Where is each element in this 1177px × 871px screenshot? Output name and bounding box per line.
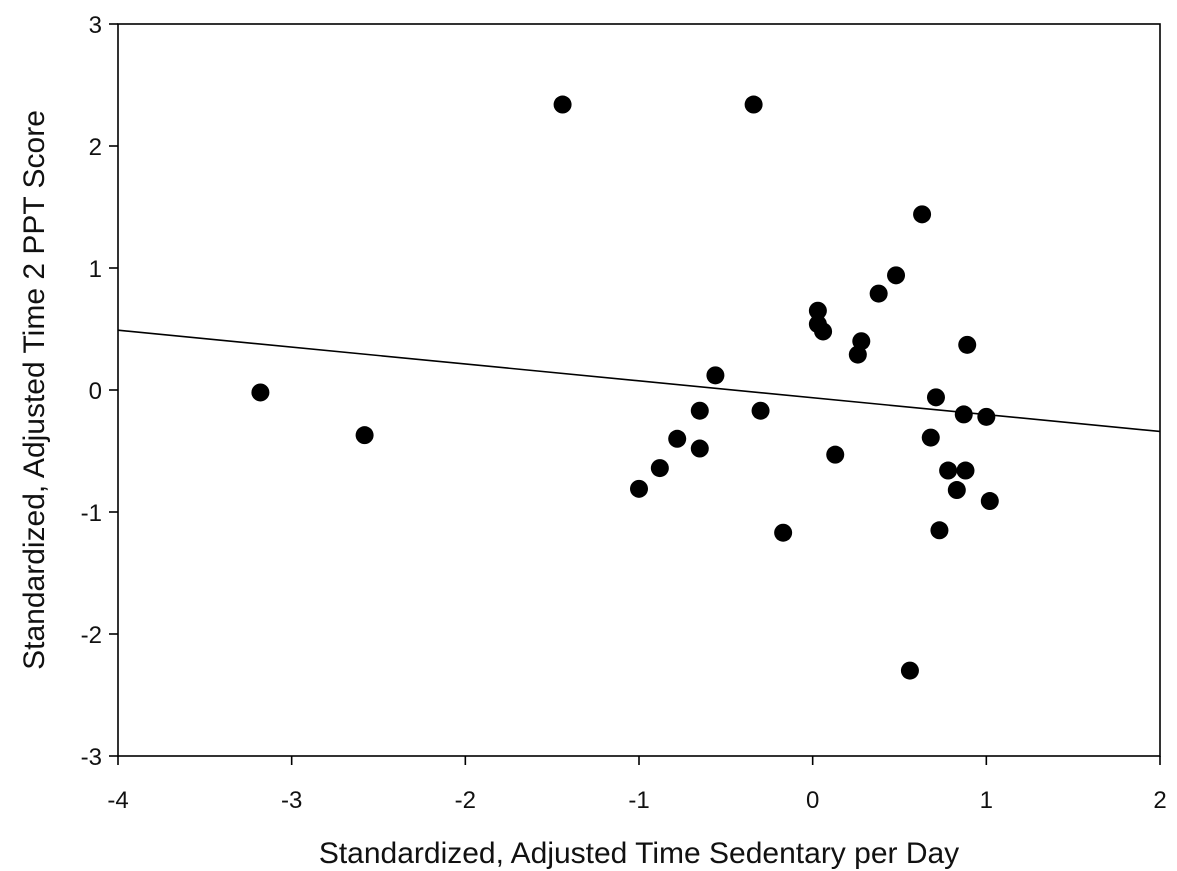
data-point	[926, 388, 945, 407]
data-point	[690, 439, 709, 458]
regression-line	[117, 329, 1161, 433]
data-point	[954, 405, 973, 424]
x-tick-label: 1	[980, 787, 993, 814]
x-axis-title: Standardized, Adjusted Time Sedentary pe…	[319, 837, 959, 870]
x-tick-label: -1	[628, 787, 649, 814]
data-point	[355, 426, 374, 445]
data-point	[706, 366, 725, 385]
data-point	[774, 523, 793, 542]
data-point	[251, 383, 270, 402]
data-point	[852, 332, 871, 351]
data-point	[630, 479, 648, 498]
data-point	[958, 335, 977, 354]
y-tick-label: 1	[89, 256, 102, 283]
regression-line-group	[117, 329, 1161, 433]
data-point	[751, 401, 770, 420]
data-point	[947, 481, 966, 500]
plot-axes	[117, 23, 1161, 757]
data-point	[826, 445, 845, 464]
data-point	[956, 461, 975, 480]
x-tick-label: 2	[1153, 787, 1166, 814]
y-tick-label: 3	[89, 12, 102, 39]
data-point	[650, 459, 669, 478]
y-tick-label: 2	[89, 134, 102, 161]
data-point	[808, 301, 827, 320]
y-tick-label: -2	[81, 622, 102, 649]
data-point	[900, 661, 919, 680]
data-point	[977, 407, 996, 426]
data-point	[887, 266, 906, 285]
data-point	[690, 401, 709, 420]
data-point	[980, 492, 999, 511]
y-axis-title: Standardized, Adjusted Time 2 PPT Score	[18, 110, 51, 670]
data-point	[814, 322, 833, 341]
data-point	[668, 429, 687, 448]
x-tick-label: 0	[806, 787, 819, 814]
y-tick-label: -3	[81, 744, 102, 771]
data-point	[869, 284, 888, 303]
x-tick-label: -2	[455, 787, 476, 814]
x-tick-label: -4	[107, 787, 128, 814]
y-tick-label: -1	[81, 500, 102, 527]
data-point	[744, 95, 763, 114]
data-point	[921, 428, 940, 447]
data-point	[913, 205, 932, 224]
data-point	[553, 95, 572, 114]
x-tick-label: -3	[281, 787, 302, 814]
y-tick-label: 0	[89, 378, 102, 405]
data-points	[251, 95, 999, 680]
data-point	[939, 461, 958, 480]
data-point	[930, 521, 949, 540]
plot-frame	[117, 23, 1161, 757]
